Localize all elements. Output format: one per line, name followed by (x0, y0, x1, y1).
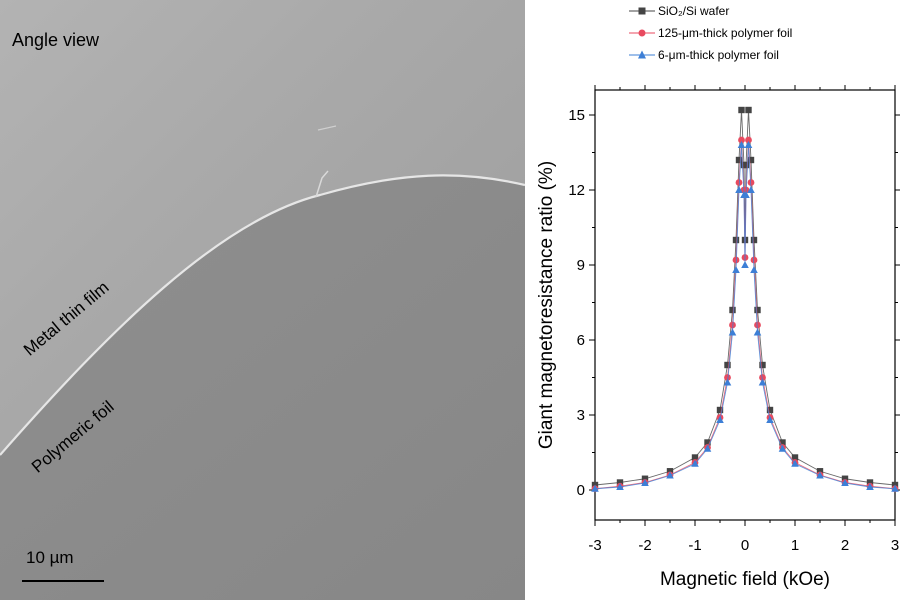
data-point-series-2 (738, 136, 745, 144)
data-point-series-1 (729, 306, 736, 314)
y-tick-label: 3 (577, 407, 585, 424)
data-point-series-3 (816, 471, 824, 479)
polymeric-foil-region (0, 175, 525, 600)
data-point-series-2 (745, 136, 752, 144)
legend-symbol (629, 7, 655, 15)
gmr-chart: -3 -2 -1 0 1 2 3 0 3 6 9 12 15 Magnetic field (kOe) Gi… (525, 0, 900, 600)
legend-label: 125-μm-thick polymer foil (658, 26, 793, 40)
sem-micrograph: Angle view Metal thin film Polymeric foi… (0, 0, 525, 600)
x-tick-label: -1 (688, 537, 701, 554)
data-point-series-3 (641, 479, 649, 486)
data-point-series-1 (866, 479, 874, 486)
metal-film-edge (0, 174, 525, 456)
data-point-series-3 (744, 141, 753, 148)
data-point-series-3 (753, 328, 762, 336)
data-point-series-1 (747, 156, 755, 164)
y-tick-label: 0 (577, 482, 585, 499)
legend-symbol (629, 29, 655, 37)
data-point-series-1 (754, 306, 761, 314)
legend-label: SiO₂/Si wafer (658, 4, 730, 18)
data-point-series-3 (703, 444, 712, 452)
data-point-series-1 (816, 468, 824, 475)
x-axis-label: Magnetic field (kOe) (660, 569, 830, 590)
data-point-series-1 (716, 406, 724, 414)
x-tick-label: -2 (638, 537, 651, 554)
data-point-series-1 (750, 236, 758, 244)
data-point-series-3 (666, 471, 674, 479)
scale-bar (22, 580, 104, 582)
data-point-series-3 (766, 416, 774, 423)
x-tick-label: 3 (891, 537, 899, 554)
data-point-series-3 (723, 378, 732, 386)
data-point-series-1 (766, 406, 774, 414)
data-point-series-1 (616, 479, 624, 486)
data-point-series-1 (691, 454, 699, 461)
data-point-series-3 (778, 444, 787, 452)
data-point-series-3 (716, 416, 724, 423)
y-tick-label: 6 (577, 332, 585, 349)
data-point-series-1 (745, 106, 752, 114)
data-point-series-3 (741, 261, 749, 268)
data-point-series-3 (841, 479, 849, 486)
data-point-series-3 (866, 483, 874, 490)
data-point-series-3 (732, 266, 740, 273)
data-point-series-3 (616, 483, 624, 490)
x-tick-label: 1 (791, 537, 799, 554)
data-point-series-1 (742, 161, 750, 169)
data-point-series-1 (759, 361, 766, 369)
data-point-series-1 (738, 106, 745, 114)
data-point-series-1 (735, 156, 743, 164)
y-tick-label: 12 (568, 182, 585, 199)
data-point-series-3 (791, 459, 799, 467)
y-tick-label: 9 (577, 257, 585, 274)
data-point-series-1 (779, 439, 786, 446)
y-tick-label: 15 (568, 107, 585, 124)
data-point-series-3 (742, 191, 750, 198)
plot-frame (594, 89, 896, 521)
data-point-series-3 (758, 378, 767, 386)
y-axis-label: Giant magnetoresistance ratio (%) (536, 161, 557, 449)
data-point-series-3 (728, 328, 737, 336)
data-point-series-1 (732, 236, 740, 244)
data-point-series-3 (891, 484, 899, 492)
data-point-series-3 (747, 186, 755, 193)
data-point-series-3 (737, 141, 746, 148)
data-point-series-1 (641, 475, 649, 482)
data-point-series-3 (750, 266, 758, 273)
data-point-series-1 (724, 361, 731, 369)
sem-title: Angle view (12, 30, 100, 50)
x-tick-label: -3 (588, 537, 601, 554)
data-point-series-3 (735, 186, 743, 193)
data-point-series-1 (841, 475, 849, 482)
data-point-series-1 (791, 454, 799, 461)
x-tick-label: 2 (841, 537, 849, 554)
data-point-series-3 (691, 459, 699, 467)
scale-bar-label: 10 µm (26, 548, 74, 567)
data-point-series-2 (759, 374, 766, 381)
legend-symbol (629, 50, 655, 59)
x-tick-label: 0 (741, 537, 749, 554)
data-point-series-1 (704, 439, 711, 446)
data-point-series-2 (724, 374, 731, 381)
data-point-series-1 (666, 468, 674, 475)
data-point-series-3 (591, 484, 599, 492)
legend-label: 6-μm-thick polymer foil (658, 48, 779, 62)
sem-image (0, 125, 525, 600)
